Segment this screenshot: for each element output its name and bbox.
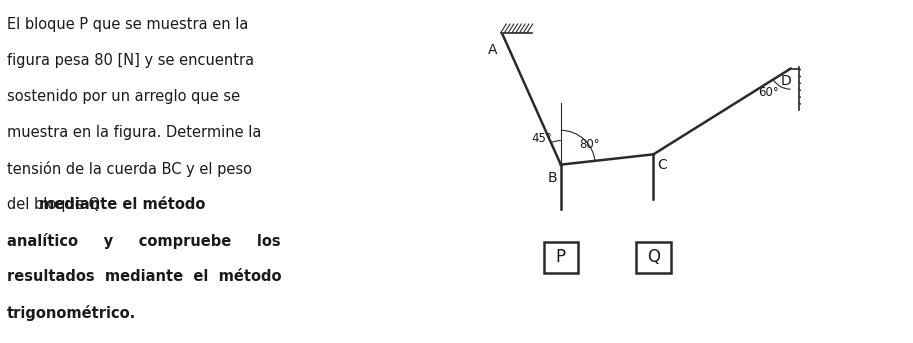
Text: 45°: 45°	[531, 132, 552, 145]
Text: 60°: 60°	[758, 86, 779, 99]
Text: tensión de la cuerda BC y el peso: tensión de la cuerda BC y el peso	[7, 161, 252, 177]
Text: C: C	[657, 158, 667, 172]
Text: resultados  mediante  el  método: resultados mediante el método	[7, 269, 281, 284]
Text: mediante el método: mediante el método	[39, 197, 205, 212]
Text: El bloque P que se muestra en la: El bloque P que se muestra en la	[7, 17, 248, 32]
Text: Q: Q	[647, 248, 660, 266]
Bar	[543, 242, 578, 273]
Text: figura pesa 80 [N] y se encuentra: figura pesa 80 [N] y se encuentra	[7, 53, 254, 68]
Text: A: A	[488, 43, 498, 57]
Text: sostenido por un arreglo que se: sostenido por un arreglo que se	[7, 89, 240, 104]
Text: P: P	[556, 248, 566, 266]
Bar	[636, 242, 670, 273]
Text: muestra en la figura. Determine la: muestra en la figura. Determine la	[7, 125, 261, 140]
Text: B: B	[548, 172, 557, 186]
Text: trigonométrico.: trigonométrico.	[7, 305, 136, 321]
Text: 80°: 80°	[580, 138, 600, 151]
Text: D: D	[781, 74, 792, 88]
Text: del bloque Q: del bloque Q	[7, 197, 105, 212]
Text: analítico     y     compruebe     los: analítico y compruebe los	[7, 233, 280, 249]
